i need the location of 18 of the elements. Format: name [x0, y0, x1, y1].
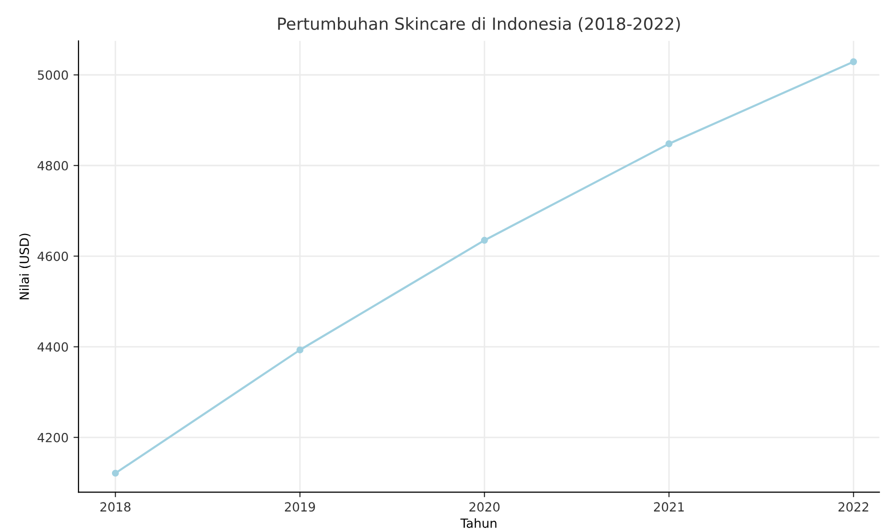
point — [480, 236, 488, 244]
x-axis-title: Tahun — [460, 518, 496, 528]
x-tick-label: 2019 — [284, 502, 315, 512]
point — [850, 58, 857, 66]
y-tick-label: 4600 — [38, 252, 68, 262]
point — [112, 470, 119, 477]
point — [666, 140, 672, 148]
y-tick-label: 4800 — [38, 160, 68, 170]
x-tick-label: 2022 — [838, 502, 868, 512]
x-tick-label: 2018 — [100, 502, 130, 512]
x-tick-label: 2021 — [654, 502, 684, 512]
x-tick-label: 2020 — [469, 502, 500, 512]
y-tick-label: 5000 — [38, 70, 68, 80]
y-tick-label: 4400 — [38, 342, 68, 352]
chart-title: Pertumbuhan Skincare di Indonesia (2018-2022) — [278, 17, 680, 32]
y-axis-title: Nilai (USD) — [19, 234, 30, 300]
y-tick-label: 4200 — [38, 432, 68, 442]
point — [296, 346, 304, 354]
